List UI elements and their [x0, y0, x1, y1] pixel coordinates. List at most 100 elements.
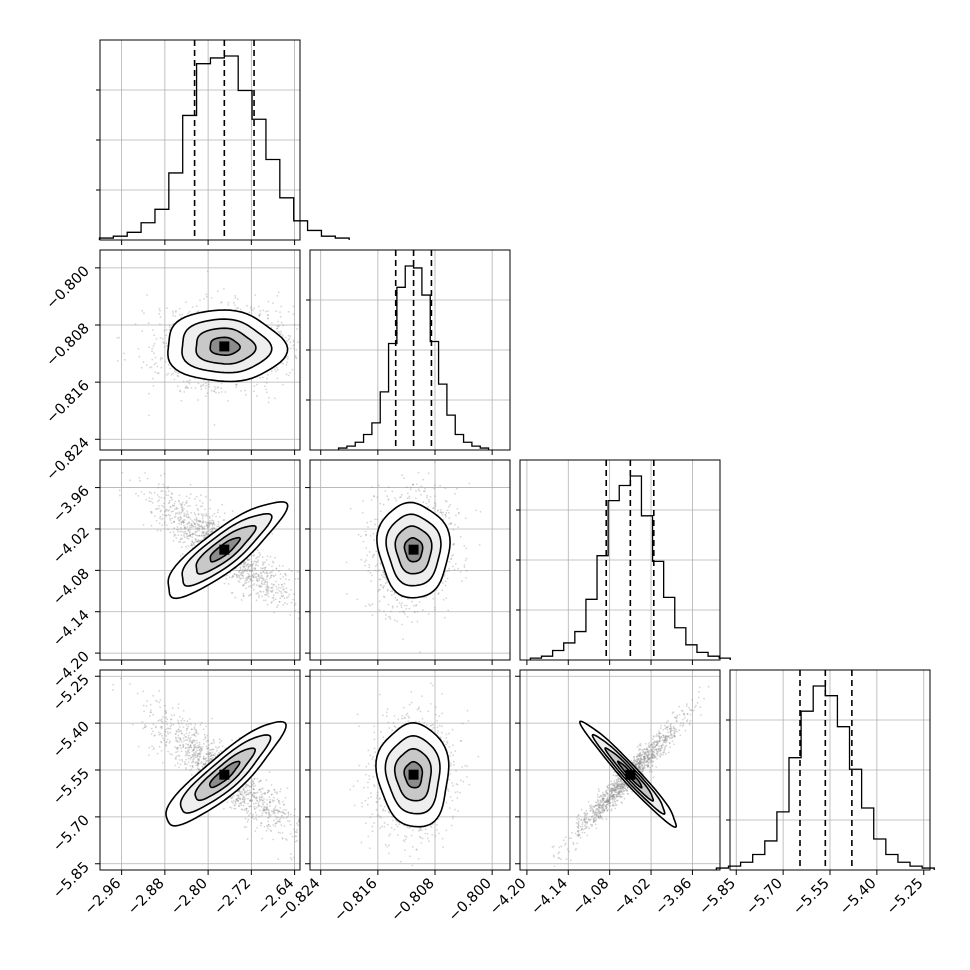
sample-point [270, 571, 272, 573]
sample-point [445, 597, 447, 599]
panel-grid [310, 250, 510, 450]
sample-point [118, 337, 120, 339]
sample-point [201, 749, 203, 751]
sample-point [276, 328, 278, 330]
sample-point [217, 747, 219, 749]
sample-point [465, 517, 467, 519]
sample-point [172, 311, 174, 313]
sample-point [278, 291, 280, 293]
sample-point [256, 580, 258, 582]
sample-point [250, 593, 252, 595]
sample-point [181, 546, 183, 548]
sample-point [415, 490, 417, 492]
sample-point [251, 786, 253, 788]
sample-point [148, 393, 150, 395]
sample-point [380, 584, 382, 586]
sample-point [179, 726, 181, 728]
sample-point [253, 307, 255, 309]
sample-point [465, 548, 467, 550]
sample-point [290, 833, 292, 835]
sample-point [247, 819, 249, 821]
sample-point [196, 305, 198, 307]
sample-point [253, 576, 255, 578]
sample-point [177, 518, 179, 520]
sample-point [172, 373, 174, 375]
sample-point [285, 578, 287, 580]
sample-point [276, 568, 278, 570]
sample-point [256, 395, 258, 397]
sample-point [239, 581, 241, 583]
sample-point [173, 724, 175, 726]
sample-point [205, 496, 207, 498]
sample-point [401, 602, 403, 604]
sample-point [172, 505, 174, 507]
sample-point [374, 519, 376, 521]
sample-point [184, 526, 186, 528]
sample-point [164, 497, 166, 499]
sample-point [373, 539, 375, 541]
sample-point [189, 379, 191, 381]
sample-point [191, 536, 193, 538]
sample-point [379, 503, 381, 505]
sample-point [374, 524, 376, 526]
sample-point [236, 384, 238, 386]
sample-point [181, 759, 183, 761]
sample-point [460, 571, 462, 573]
sample-point [186, 739, 188, 741]
sample-point [259, 799, 261, 801]
sample-point [248, 806, 250, 808]
sample-point [252, 584, 254, 586]
sample-point [271, 583, 273, 585]
sample-point [167, 495, 169, 497]
sample-point [164, 734, 166, 736]
sample-point [287, 812, 289, 814]
sample-point [193, 526, 195, 528]
sample-point [243, 805, 245, 807]
sample-point [296, 829, 298, 831]
sample-point [290, 335, 292, 337]
sample-point [183, 745, 185, 747]
sample-point [233, 302, 235, 304]
sample-point [277, 369, 279, 371]
sample-point [153, 385, 155, 387]
sample-point [292, 599, 294, 601]
sample-point [180, 541, 182, 543]
sample-point [433, 488, 435, 490]
sample-point [187, 751, 189, 753]
sample-point [187, 505, 189, 507]
sample-point [457, 526, 459, 528]
sample-point [256, 819, 258, 821]
sample-point [173, 531, 175, 533]
sample-point [178, 767, 180, 769]
sample-point [165, 729, 167, 731]
sample-point [443, 599, 445, 601]
sample-point [442, 512, 444, 514]
sample-point [252, 309, 254, 311]
sample-point [157, 753, 159, 755]
sample-point [377, 570, 379, 572]
sample-point [390, 590, 392, 592]
sample-point [277, 604, 279, 606]
sample-point [237, 307, 239, 309]
sample-point [184, 541, 186, 543]
sample-point [254, 385, 256, 387]
sample-point [267, 593, 269, 595]
sample-point [183, 513, 185, 515]
sample-point [290, 589, 292, 591]
sample-point [148, 500, 150, 502]
sample-point [217, 512, 219, 514]
sample-point [401, 474, 403, 476]
sample-point [160, 530, 162, 532]
sample-point [288, 335, 290, 337]
y-tick-label: −4.08 [50, 566, 93, 609]
sample-point [236, 576, 238, 578]
sample-point [277, 321, 279, 323]
sample-point [188, 747, 190, 749]
sample-point [444, 575, 446, 577]
sample-point [267, 318, 269, 320]
sample-point [152, 730, 154, 732]
sample-point [176, 507, 178, 509]
sample-point [365, 559, 367, 561]
sample-point [221, 504, 223, 506]
sample-point [297, 571, 299, 573]
